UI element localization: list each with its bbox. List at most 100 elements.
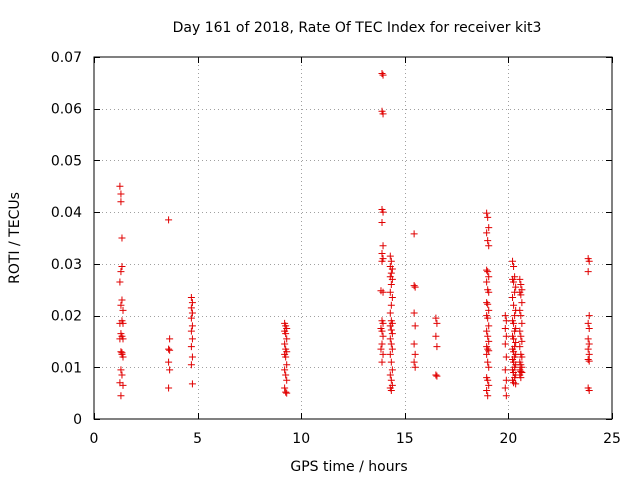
data-point [387, 358, 395, 366]
data-point [387, 257, 395, 265]
data-point [410, 340, 418, 348]
data-point [165, 216, 173, 224]
data-point [188, 309, 196, 317]
data-point [484, 376, 492, 384]
data-point [119, 335, 127, 343]
data-point [510, 301, 518, 309]
data-point [379, 242, 387, 250]
data-point [483, 350, 491, 358]
data-point [485, 347, 493, 355]
data-point [484, 314, 492, 322]
data-point [411, 363, 419, 371]
data-point [187, 304, 195, 312]
data-point [116, 182, 124, 190]
data-point [502, 332, 510, 340]
data-point [584, 345, 592, 353]
data-point [483, 209, 491, 217]
data-point [117, 392, 125, 400]
data-point [485, 322, 493, 330]
data-point [484, 237, 492, 245]
data-point [410, 230, 418, 238]
data-point [432, 314, 440, 322]
data-point [585, 257, 593, 265]
data-point [388, 345, 396, 353]
data-point [501, 340, 509, 348]
data-point [188, 322, 196, 330]
axis-ticks: 0 5 10 15 20 25 0 0.01 0.02 0.03 0.04 0.05 0.06 0.07 [51, 50, 621, 447]
data-point [483, 299, 491, 307]
data-point [501, 312, 509, 320]
data-point [165, 358, 173, 366]
data-point [187, 293, 195, 301]
y-tick-label: 0.04 [51, 205, 82, 221]
data-point [511, 312, 519, 320]
data-point [584, 335, 592, 343]
data-point [165, 384, 173, 392]
data-point [119, 319, 127, 327]
data-point [117, 190, 125, 198]
data-point [379, 71, 387, 79]
data-point [166, 335, 174, 343]
data-point [484, 268, 492, 276]
data-point [388, 330, 396, 338]
data-point [502, 376, 510, 384]
data-point [517, 374, 525, 382]
data-point [585, 325, 593, 332]
y-tick-label: 0 [73, 412, 82, 428]
data-point [585, 312, 593, 320]
data-point [585, 387, 593, 395]
data-point [283, 389, 291, 397]
data-point [379, 319, 387, 327]
data-point [585, 350, 593, 358]
data-point [386, 322, 394, 330]
data-point [117, 301, 125, 309]
data-point [388, 265, 396, 273]
data-point [379, 110, 387, 118]
plot-frame [93, 56, 613, 420]
data-point [585, 357, 593, 365]
data-point [118, 371, 126, 379]
y-tick-label: 0.05 [51, 153, 82, 169]
x-tick-label: 0 [90, 431, 99, 447]
data-point [387, 340, 395, 348]
data-point [379, 208, 387, 216]
data-point [518, 319, 526, 327]
data-point [484, 332, 492, 340]
data-point [510, 319, 518, 327]
data-point [386, 371, 394, 379]
data-point [386, 335, 394, 343]
data-point [411, 350, 419, 358]
data-point [388, 275, 396, 283]
data-point [118, 234, 126, 242]
data-point [432, 371, 440, 379]
data-point [483, 387, 491, 395]
data-point [485, 337, 493, 345]
data-point [387, 269, 395, 277]
data-point [281, 340, 289, 348]
data-point [387, 281, 395, 289]
data-point [518, 299, 526, 307]
data-point [584, 319, 592, 327]
data-point [118, 262, 126, 270]
data-point [411, 283, 419, 291]
data-point [386, 309, 394, 317]
data-point [387, 301, 395, 309]
data-point [119, 353, 127, 361]
data-point [485, 242, 493, 250]
chart-title: Day 161 of 2018, Rate Of TEC Index for r… [173, 20, 542, 36]
data-point [387, 387, 395, 395]
data-point [282, 371, 290, 379]
data-point [188, 380, 196, 388]
data-point [283, 376, 291, 384]
y-tick-label: 0.02 [51, 309, 82, 325]
data-point [282, 330, 290, 338]
y-tick-label: 0.03 [51, 257, 82, 273]
x-tick-label: 15 [396, 431, 414, 447]
data-point [585, 340, 593, 348]
data-point [510, 335, 518, 343]
grid-lines [94, 57, 612, 419]
data-point [281, 366, 289, 374]
data-point [502, 317, 510, 325]
data-point [485, 381, 493, 389]
data-point [502, 353, 510, 361]
